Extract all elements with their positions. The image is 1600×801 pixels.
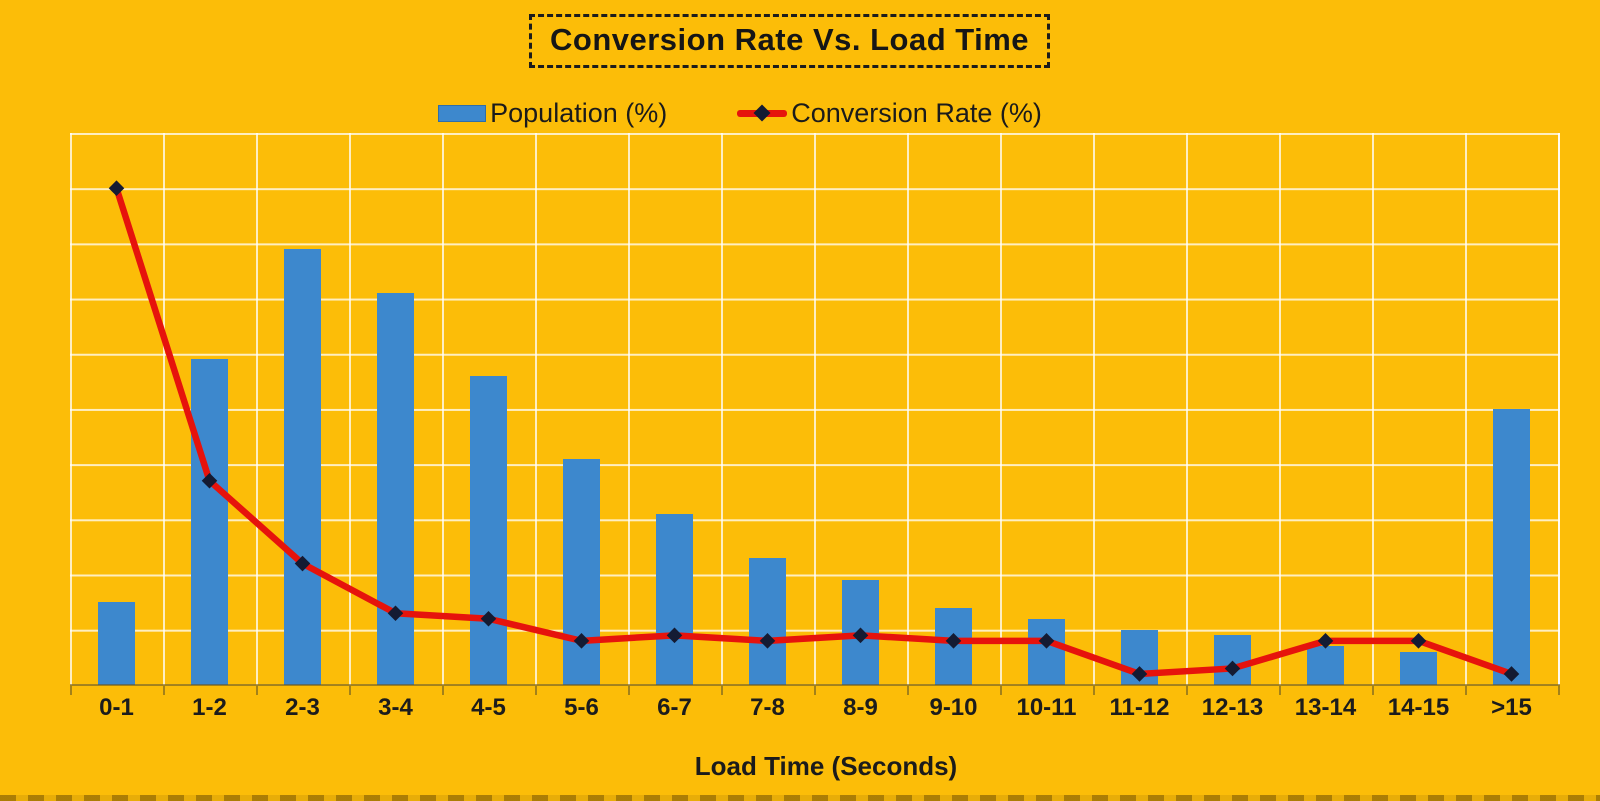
conversion-rate-line [113,184,1515,678]
population-bar [1214,635,1251,685]
diamond-marker-icon [945,633,962,649]
x-axis-tick [1279,686,1281,695]
x-axis-tick [907,686,909,695]
diamond-marker-icon [1317,633,1334,649]
legend-item-conversion: Conversion Rate (%) [737,98,1042,129]
diamond-marker-icon [480,610,497,627]
x-axis-label: 3-4 [378,694,413,721]
x-axis-tick [1186,686,1188,695]
diamond-marker-icon [1503,666,1520,682]
population-bar [284,248,321,685]
diamond-marker-icon [1131,666,1148,682]
x-axis-label: 7-8 [750,694,785,721]
conversion-line-swatch-icon [737,104,788,122]
bottom-edge-artifact [0,795,1600,801]
x-axis-label: 11-12 [1109,694,1170,721]
legend-item-population: Population (%) [438,98,667,129]
diamond-marker-icon [108,180,125,196]
x-axis-tick [256,686,258,695]
x-axis-label: 14-15 [1387,694,1450,721]
x-axis-tick [721,686,723,695]
plot-area [70,133,1560,685]
diamond-marker-icon [1410,633,1427,649]
population-swatch-icon [438,105,487,122]
legend-conversion-label: Conversion Rate (%) [791,98,1042,128]
x-axis-tick [1372,686,1374,695]
x-axis-tick [814,686,816,695]
population-bar [1400,651,1437,685]
x-axis-tick [349,686,351,695]
conversion-rate-line-layer [108,180,1520,682]
diamond-marker-icon [852,627,869,644]
population-bar [191,359,228,685]
legend: Population (%) Conversion Rate (%) [0,98,1480,129]
diamond-marker-icon [759,633,776,649]
x-axis-tick [535,686,537,695]
x-axis-label: 12-13 [1201,694,1264,721]
diamond-marker-icon [666,627,683,644]
x-axis-label: >15 [1491,694,1532,721]
x-axis-label: 8-9 [843,694,878,721]
diamond-marker-icon [753,104,771,122]
x-axis-label: 9-10 [929,694,978,721]
x-axis-label: 0-1 [99,694,134,721]
x-axis-tick [442,686,444,695]
chart-title: Conversion Rate Vs. Load Time [529,14,1051,68]
x-axis-label: 1-2 [192,694,227,721]
x-axis-label: 2-3 [285,694,320,721]
x-axis-line [70,684,1560,686]
legend-population-label: Population (%) [490,98,668,128]
x-axis-title: Load Time (Seconds) [694,751,958,781]
diamond-marker-icon [1224,660,1241,677]
population-bar [1493,409,1530,685]
population-bar [98,602,135,685]
population-bar [1307,646,1344,685]
x-axis-tick [163,686,165,695]
x-axis-tick [1558,686,1560,695]
x-axis-tick [1093,686,1095,695]
x-axis-tick [1000,686,1002,695]
population-bar [470,375,507,685]
diamond-marker-icon [201,472,218,489]
x-axis-tick [628,686,630,695]
x-axis-label: 13-14 [1294,694,1357,721]
population-bar [749,558,786,685]
population-bar [656,513,693,685]
x-axis-label: 10-11 [1016,694,1077,721]
x-axis-label: 6-7 [657,694,692,721]
x-axis-tick [1465,686,1467,695]
x-axis-label: 5-6 [564,694,599,721]
population-bar [1028,618,1065,685]
x-axis-label: 4-5 [471,694,506,721]
diamond-marker-icon [573,633,590,649]
diamond-marker-icon [1038,633,1055,649]
x-axis-tick [70,686,72,695]
